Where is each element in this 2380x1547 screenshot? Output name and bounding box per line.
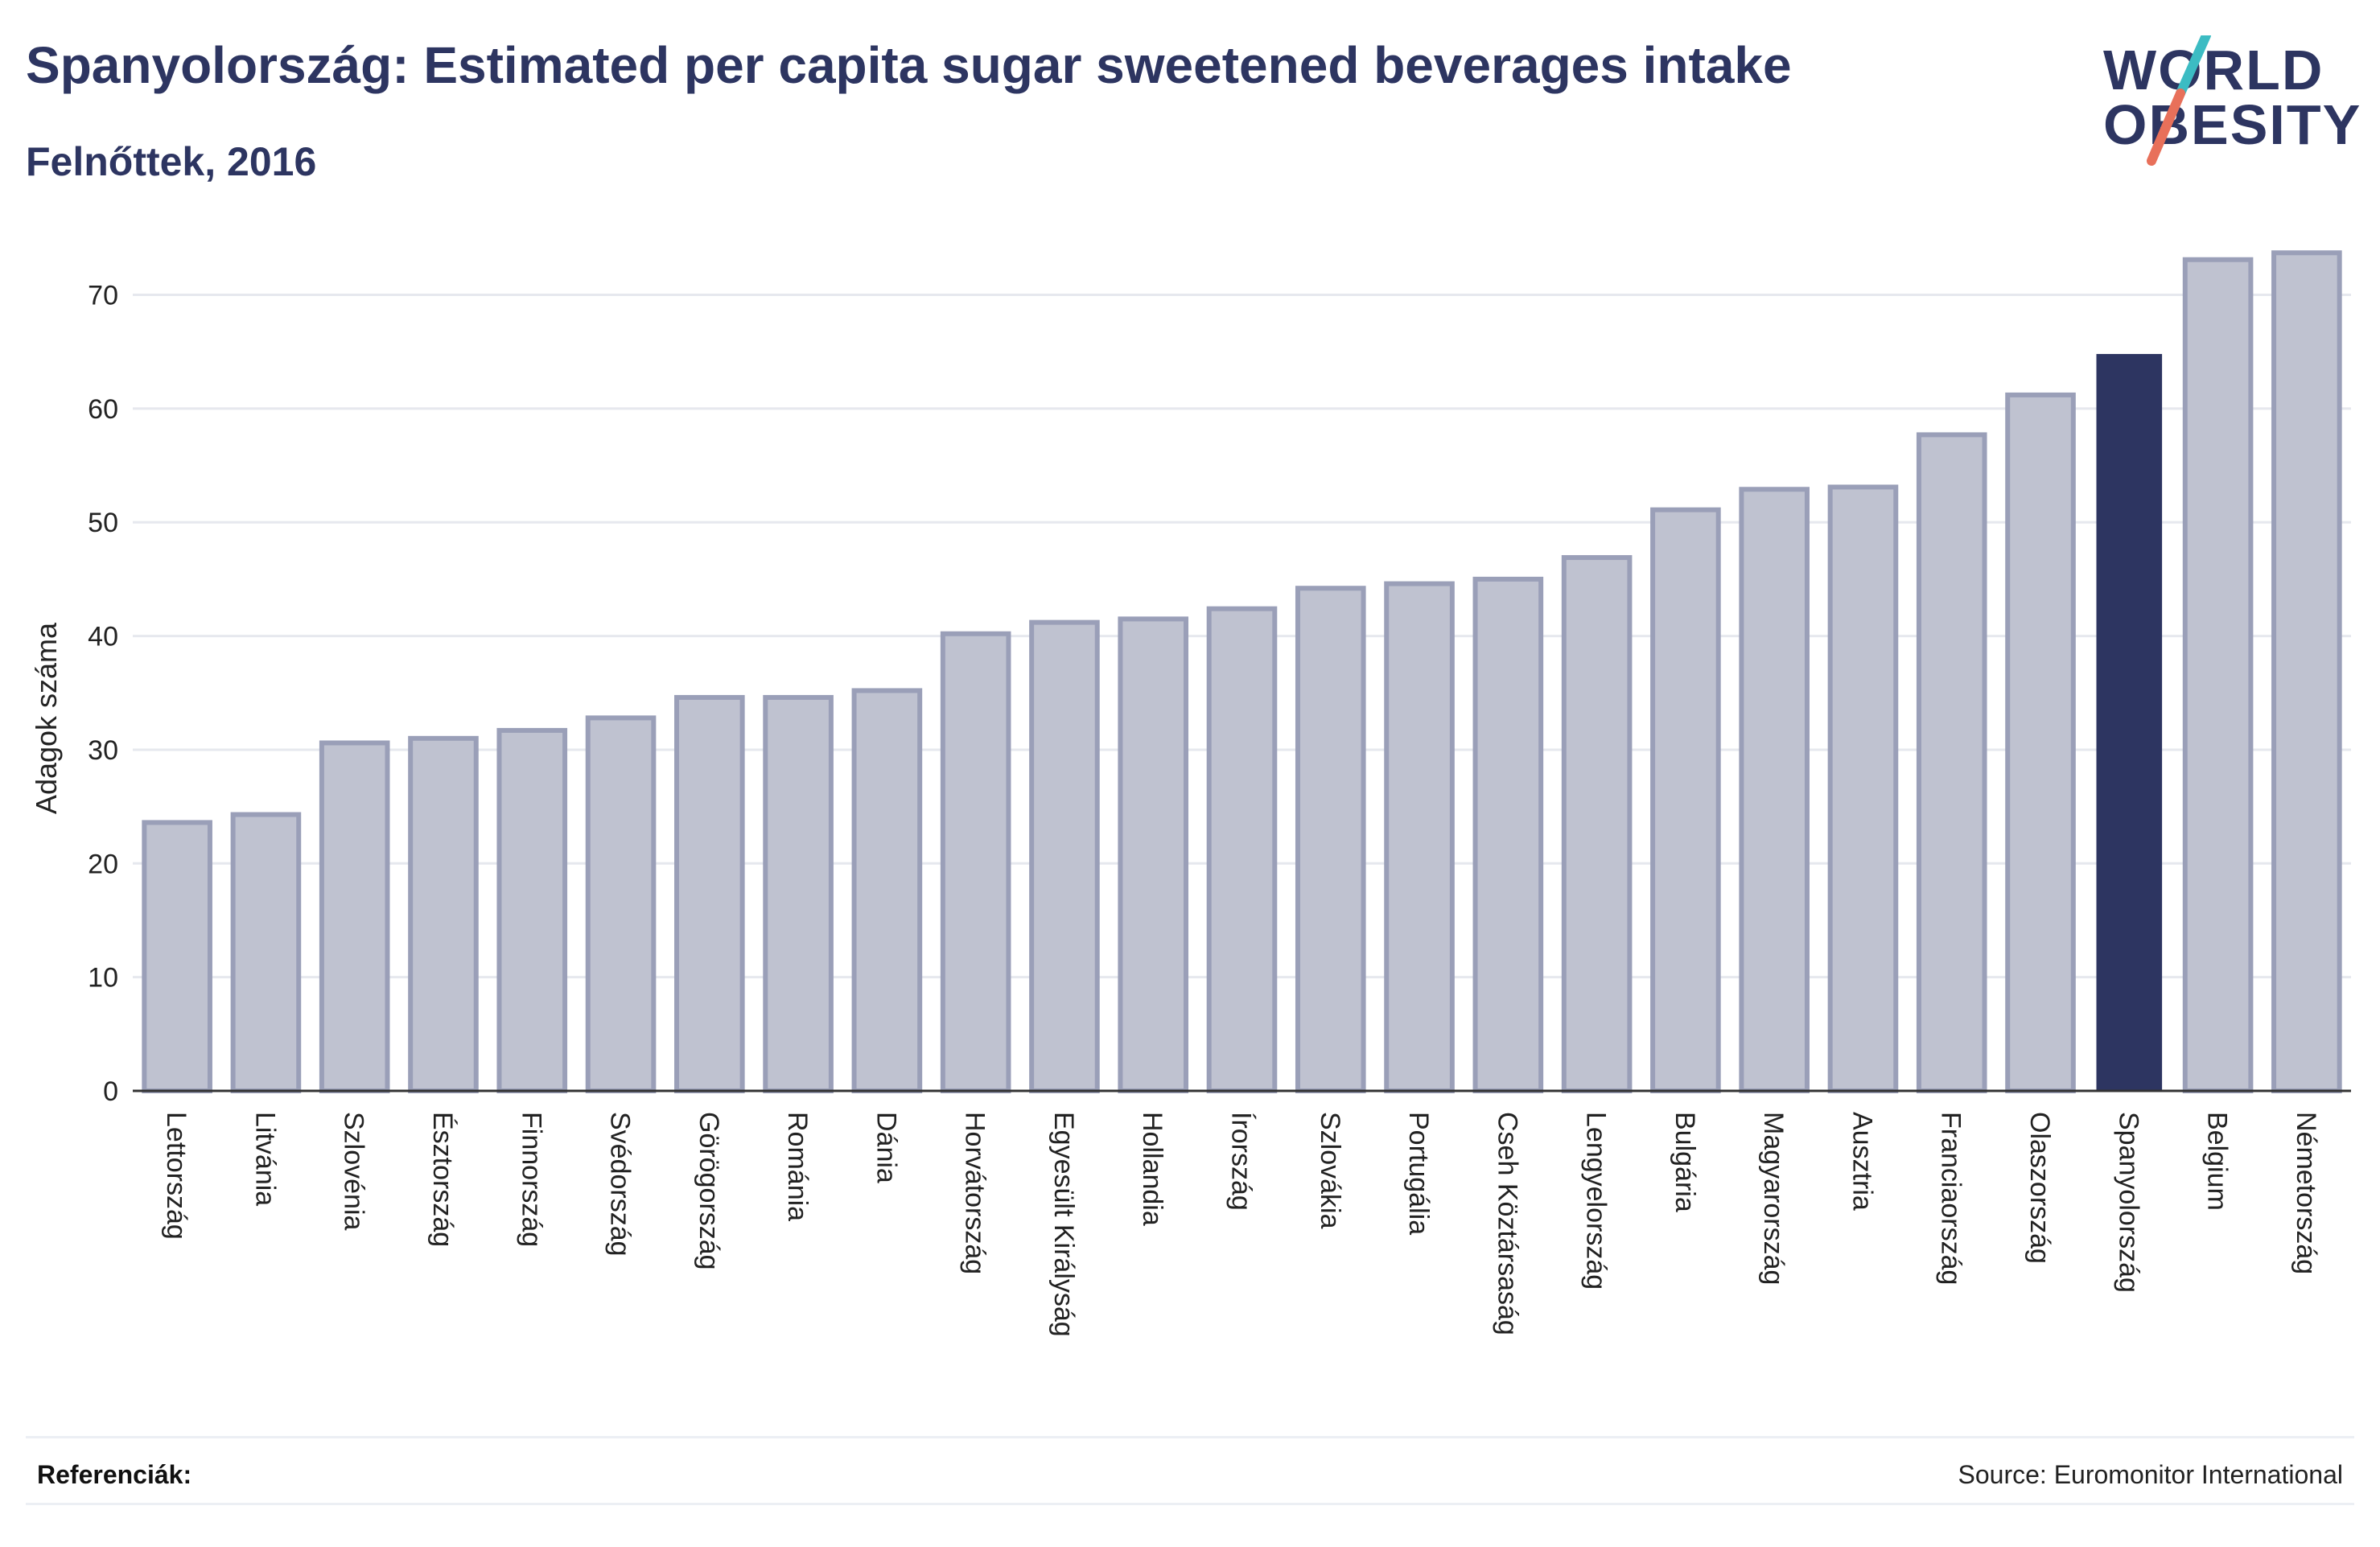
y-tick-label: 50 bbox=[88, 508, 118, 538]
y-tick-label: 40 bbox=[88, 622, 118, 652]
y-axis-title: Adagok száma bbox=[30, 622, 63, 814]
y-tick-label: 60 bbox=[88, 394, 118, 425]
x-tick-label: Olaszország bbox=[2024, 1112, 2055, 1264]
bar bbox=[1650, 507, 1721, 1093]
x-tick-label: Bulgária bbox=[1670, 1112, 1700, 1212]
y-tick-label: 20 bbox=[88, 849, 118, 879]
x-tick-label: Szlovákia bbox=[1315, 1112, 1345, 1229]
x-tick-label: Litvánia bbox=[249, 1112, 280, 1206]
bar bbox=[2096, 354, 2163, 1092]
x-tick-label: Belgium bbox=[2202, 1112, 2233, 1211]
world-obesity-logo: WORLD OBESITY bbox=[2092, 35, 2366, 172]
x-tick-label: Svédország bbox=[605, 1112, 636, 1257]
x-tick-label: Ausztria bbox=[1847, 1112, 1877, 1211]
x-tick-label: Portugália bbox=[1403, 1112, 1434, 1235]
x-tick-label: Franciaország bbox=[1936, 1112, 1966, 1285]
x-tick-label: Görögország bbox=[694, 1112, 724, 1270]
y-tick-label: 70 bbox=[88, 281, 118, 311]
bar bbox=[2271, 250, 2342, 1093]
chart-subtitle: Felnőttek, 2016 bbox=[26, 139, 317, 184]
bar bbox=[142, 820, 212, 1094]
logo-slash-icon bbox=[2147, 35, 2211, 166]
bar bbox=[763, 694, 834, 1093]
bar bbox=[674, 694, 745, 1093]
bar bbox=[496, 727, 568, 1093]
bar bbox=[1739, 487, 1810, 1093]
bar bbox=[1206, 606, 1278, 1093]
x-tick-label: Románia bbox=[782, 1112, 813, 1221]
bar bbox=[1472, 576, 1544, 1093]
x-tick-label: Lettország bbox=[161, 1112, 191, 1240]
logo-word-world: WORLD bbox=[2103, 39, 2324, 101]
source-note: Source: Euromonitor International bbox=[1958, 1460, 2343, 1489]
footer-divider-bottom bbox=[26, 1503, 2354, 1505]
x-tick-label: Magyarország bbox=[1758, 1112, 1789, 1285]
x-tick-label: Egyesült Királyság bbox=[1048, 1112, 1079, 1337]
bar bbox=[1561, 555, 1633, 1093]
x-tick-label: Lengyelország bbox=[1581, 1112, 1612, 1290]
x-tick-label: Finnország bbox=[516, 1112, 546, 1247]
bar bbox=[2005, 392, 2076, 1093]
bar bbox=[1384, 581, 1455, 1093]
references-label: Referenciák: bbox=[37, 1460, 192, 1489]
footer-divider-top bbox=[26, 1436, 2354, 1438]
bar bbox=[1916, 432, 1987, 1093]
bar bbox=[1118, 616, 1189, 1093]
x-tick-label: Dánia bbox=[871, 1112, 901, 1183]
bar-chart: 0 10 20 30 40 50 60 70 Adagok száma Lettország Lit… bbox=[30, 250, 2351, 1337]
bar bbox=[1029, 619, 1100, 1093]
y-tick-label: 10 bbox=[88, 963, 118, 994]
bar bbox=[851, 688, 923, 1093]
x-tick-label: Hollandia bbox=[1137, 1112, 1167, 1226]
chart-title: Spanyolország: Estimated per capita suga… bbox=[26, 36, 1792, 94]
bar bbox=[2182, 257, 2254, 1093]
x-tick-label: Szlovénia bbox=[339, 1112, 369, 1231]
x-tick-label: Cseh Köztársaság bbox=[1492, 1112, 1522, 1335]
y-tick-label: 0 bbox=[103, 1076, 118, 1107]
bar bbox=[1827, 484, 1899, 1093]
x-tick-label: Észtország bbox=[427, 1112, 458, 1247]
x-tick-label: Németország bbox=[2291, 1112, 2321, 1274]
x-tick-label: Spanyolország bbox=[2113, 1112, 2143, 1293]
bar bbox=[1295, 586, 1366, 1093]
bar bbox=[319, 740, 390, 1093]
bar bbox=[940, 631, 1011, 1093]
y-tick-label: 30 bbox=[88, 735, 118, 766]
logo-word-obesity: OBESITY bbox=[2103, 93, 2362, 156]
x-tick-label: Horvátország bbox=[960, 1112, 990, 1274]
bar bbox=[230, 812, 302, 1094]
x-tick-label: Írország bbox=[1226, 1112, 1257, 1211]
bar bbox=[585, 715, 657, 1093]
bar bbox=[408, 735, 479, 1093]
